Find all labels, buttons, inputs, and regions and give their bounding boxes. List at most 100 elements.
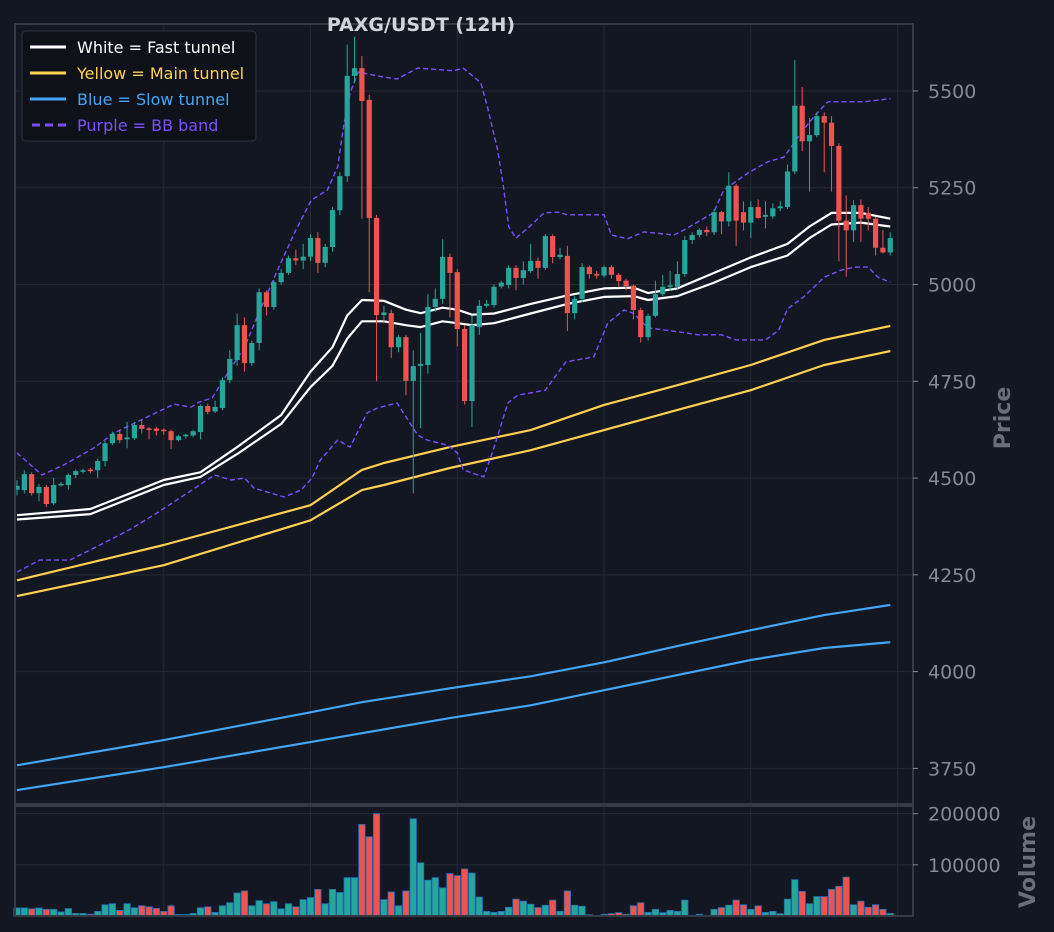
volume-bar (629, 905, 638, 917)
candle-body (513, 267, 519, 278)
candle-body (814, 116, 820, 136)
candle (858, 199, 864, 242)
candle (234, 313, 240, 366)
candle-body (858, 205, 864, 219)
volume-bar (453, 875, 461, 917)
candle-body (117, 433, 123, 441)
candle (623, 278, 629, 291)
candle (87, 468, 93, 474)
candle (696, 228, 703, 238)
candle-body (447, 257, 453, 273)
legend-label: Purple = BB band (77, 116, 218, 135)
candle-body (403, 337, 409, 381)
candle-body (168, 431, 174, 441)
candle-body (564, 255, 570, 314)
candle-body (660, 286, 666, 295)
candle (564, 245, 570, 331)
volume-bar (813, 896, 821, 917)
volume-bar (204, 906, 212, 917)
slow-lower-line (16, 641, 891, 792)
candle-body (425, 306, 431, 366)
bb-lower-line (16, 266, 891, 573)
candle-body (322, 246, 328, 263)
candle-body (102, 443, 108, 462)
candle (146, 426, 152, 440)
volume-bar (416, 862, 425, 917)
candle (828, 116, 835, 192)
candle (322, 243, 328, 268)
candle-body (843, 220, 849, 231)
volume-bar (138, 905, 146, 917)
price-tick-label: 4250 (928, 565, 976, 587)
candle (344, 44, 350, 182)
candle (865, 207, 871, 231)
candle (197, 404, 204, 440)
candle (594, 270, 600, 279)
candle (219, 377, 226, 411)
candle (190, 429, 196, 438)
volume-bar (284, 903, 293, 917)
volume-bar (248, 905, 256, 917)
candle (307, 234, 314, 262)
volume-bar (218, 905, 227, 917)
candle-body (828, 122, 835, 146)
volume-bar (35, 907, 43, 917)
candle-body (550, 236, 556, 258)
candle-body (770, 208, 776, 217)
fast-lower-line (16, 221, 891, 521)
candle (762, 201, 769, 229)
candle (95, 458, 101, 479)
volume-bar (783, 898, 792, 917)
volume-bar (864, 906, 872, 917)
price-axis-title: Price (991, 387, 1016, 449)
volume-bar (541, 904, 549, 917)
candle-body (623, 280, 629, 287)
volume-bar (842, 876, 850, 917)
candle-body (821, 116, 827, 123)
candle (608, 265, 614, 279)
volume-bar (343, 877, 351, 917)
legend-box (21, 30, 257, 142)
candle-body (792, 105, 798, 172)
volume-tick-label: 100000 (928, 855, 1001, 877)
candle-body (836, 145, 842, 221)
volume-bar (365, 836, 373, 917)
candle (175, 434, 182, 442)
candle-body (256, 292, 262, 343)
candle (528, 243, 534, 273)
candlesticks (14, 36, 893, 508)
volume-bar (28, 908, 36, 917)
candle (579, 263, 585, 302)
volume-bar (394, 905, 403, 917)
axes: 3750 4000 4250 4500 4750 5000 5250 5500 100000 20… (913, 81, 1001, 877)
candle (278, 269, 284, 285)
candle-body (315, 238, 321, 263)
candle (21, 470, 27, 494)
volume-bar (255, 900, 263, 917)
candle (395, 334, 402, 353)
candle-body (300, 256, 306, 261)
volume-bar (306, 897, 315, 917)
candle (139, 420, 145, 434)
candle-body (329, 210, 336, 247)
fast-upper-line (16, 211, 891, 517)
candle-body (616, 274, 622, 282)
candle (256, 288, 262, 351)
legend-label: White = Fast tunnel (77, 38, 235, 57)
candle-body (542, 236, 548, 268)
volume-bar (805, 903, 814, 917)
candle (748, 201, 754, 239)
candle-body (131, 425, 137, 439)
candle (674, 261, 681, 291)
candle-body (432, 298, 438, 307)
candle-body (454, 272, 460, 330)
candle-body (109, 433, 115, 444)
volume-bar (431, 877, 439, 917)
volume-bar (64, 908, 72, 917)
volume-bar (336, 892, 344, 917)
candle (616, 272, 622, 287)
candle (373, 214, 380, 382)
candle-body (212, 406, 218, 412)
volume-bar (123, 903, 131, 917)
candle (381, 305, 387, 324)
